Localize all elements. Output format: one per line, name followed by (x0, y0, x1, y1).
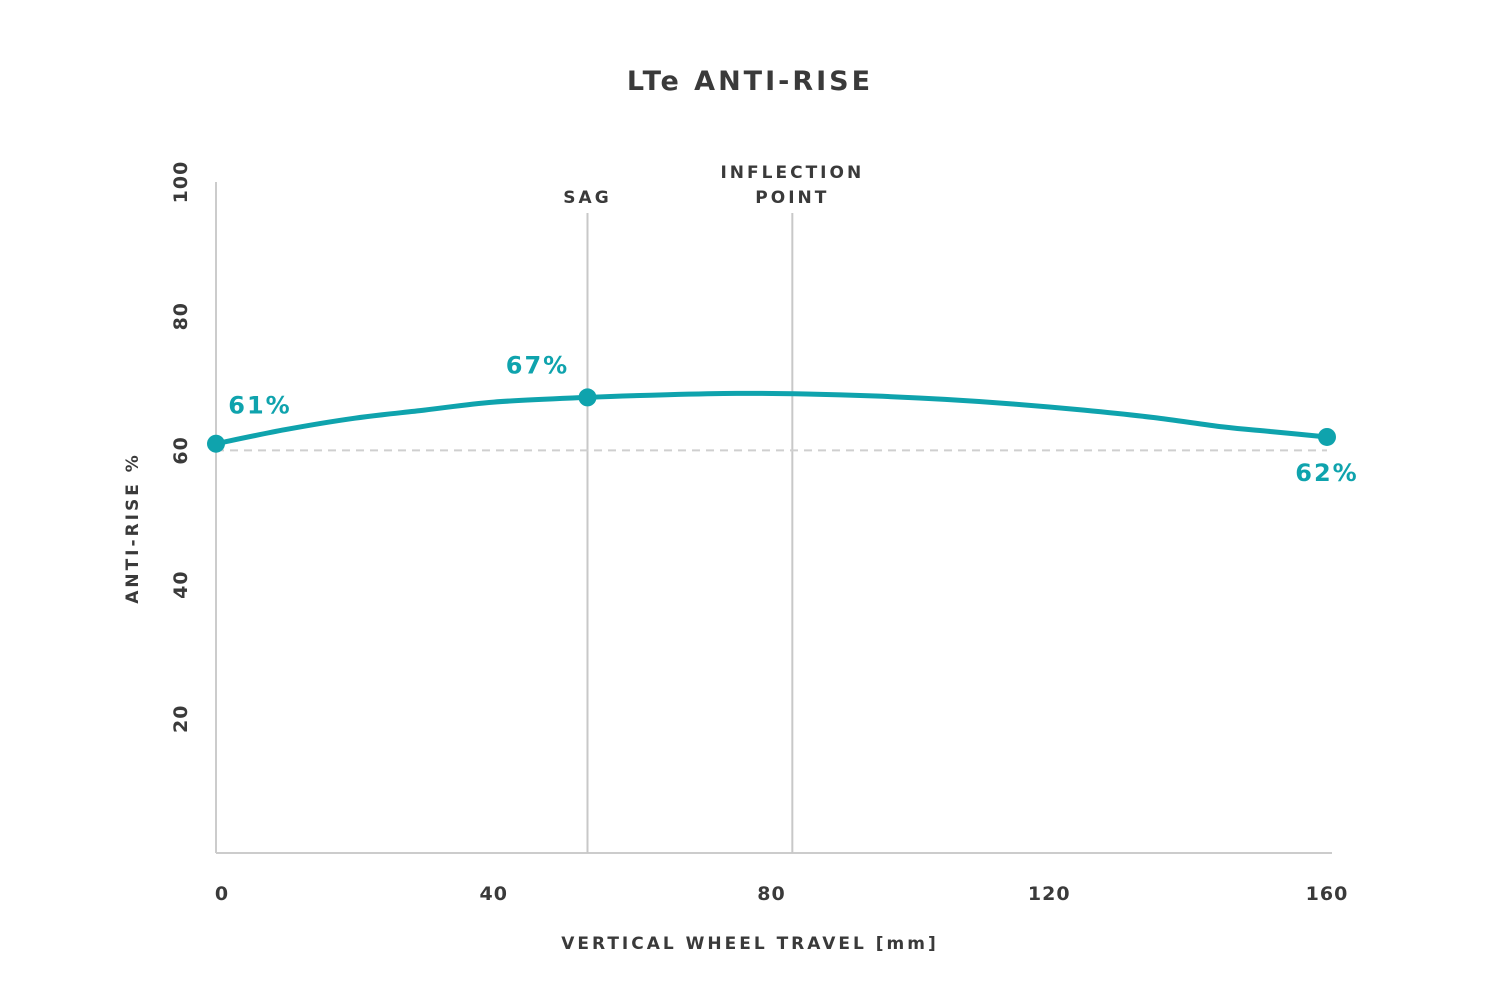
y-axis-label: ANTI-RISE % (123, 452, 143, 604)
data-point-label: 61% (228, 392, 291, 420)
y-tick-label: 80 (170, 302, 192, 330)
y-tick-label: 20 (170, 705, 192, 733)
chart-title: LTe ANTI-RISE (627, 66, 873, 97)
y-tick-label: 100 (170, 161, 192, 204)
y-tick-label: 60 (170, 436, 192, 464)
reference-line-label: POINT (755, 188, 829, 208)
x-tick-label: 120 (1028, 883, 1071, 905)
data-point (578, 388, 597, 407)
data-point-label: 62% (1295, 459, 1358, 487)
data-point (207, 434, 225, 453)
x-tick-label: 80 (757, 883, 785, 905)
reference-line-label: SAG (563, 188, 611, 208)
y-tick-label: 40 (170, 570, 192, 598)
x-axis-label: VERTICAL WHEEL TRAVEL [mm] (561, 934, 939, 954)
x-tick-label: 40 (480, 883, 508, 905)
x-tick-label: 160 (1306, 883, 1349, 905)
x-tick-label: 0 (215, 883, 229, 905)
data-point (1318, 427, 1336, 446)
series-line (213, 390, 1330, 447)
data-point-label: 67% (506, 351, 569, 379)
reference-line-label: INFLECTION (720, 163, 864, 183)
